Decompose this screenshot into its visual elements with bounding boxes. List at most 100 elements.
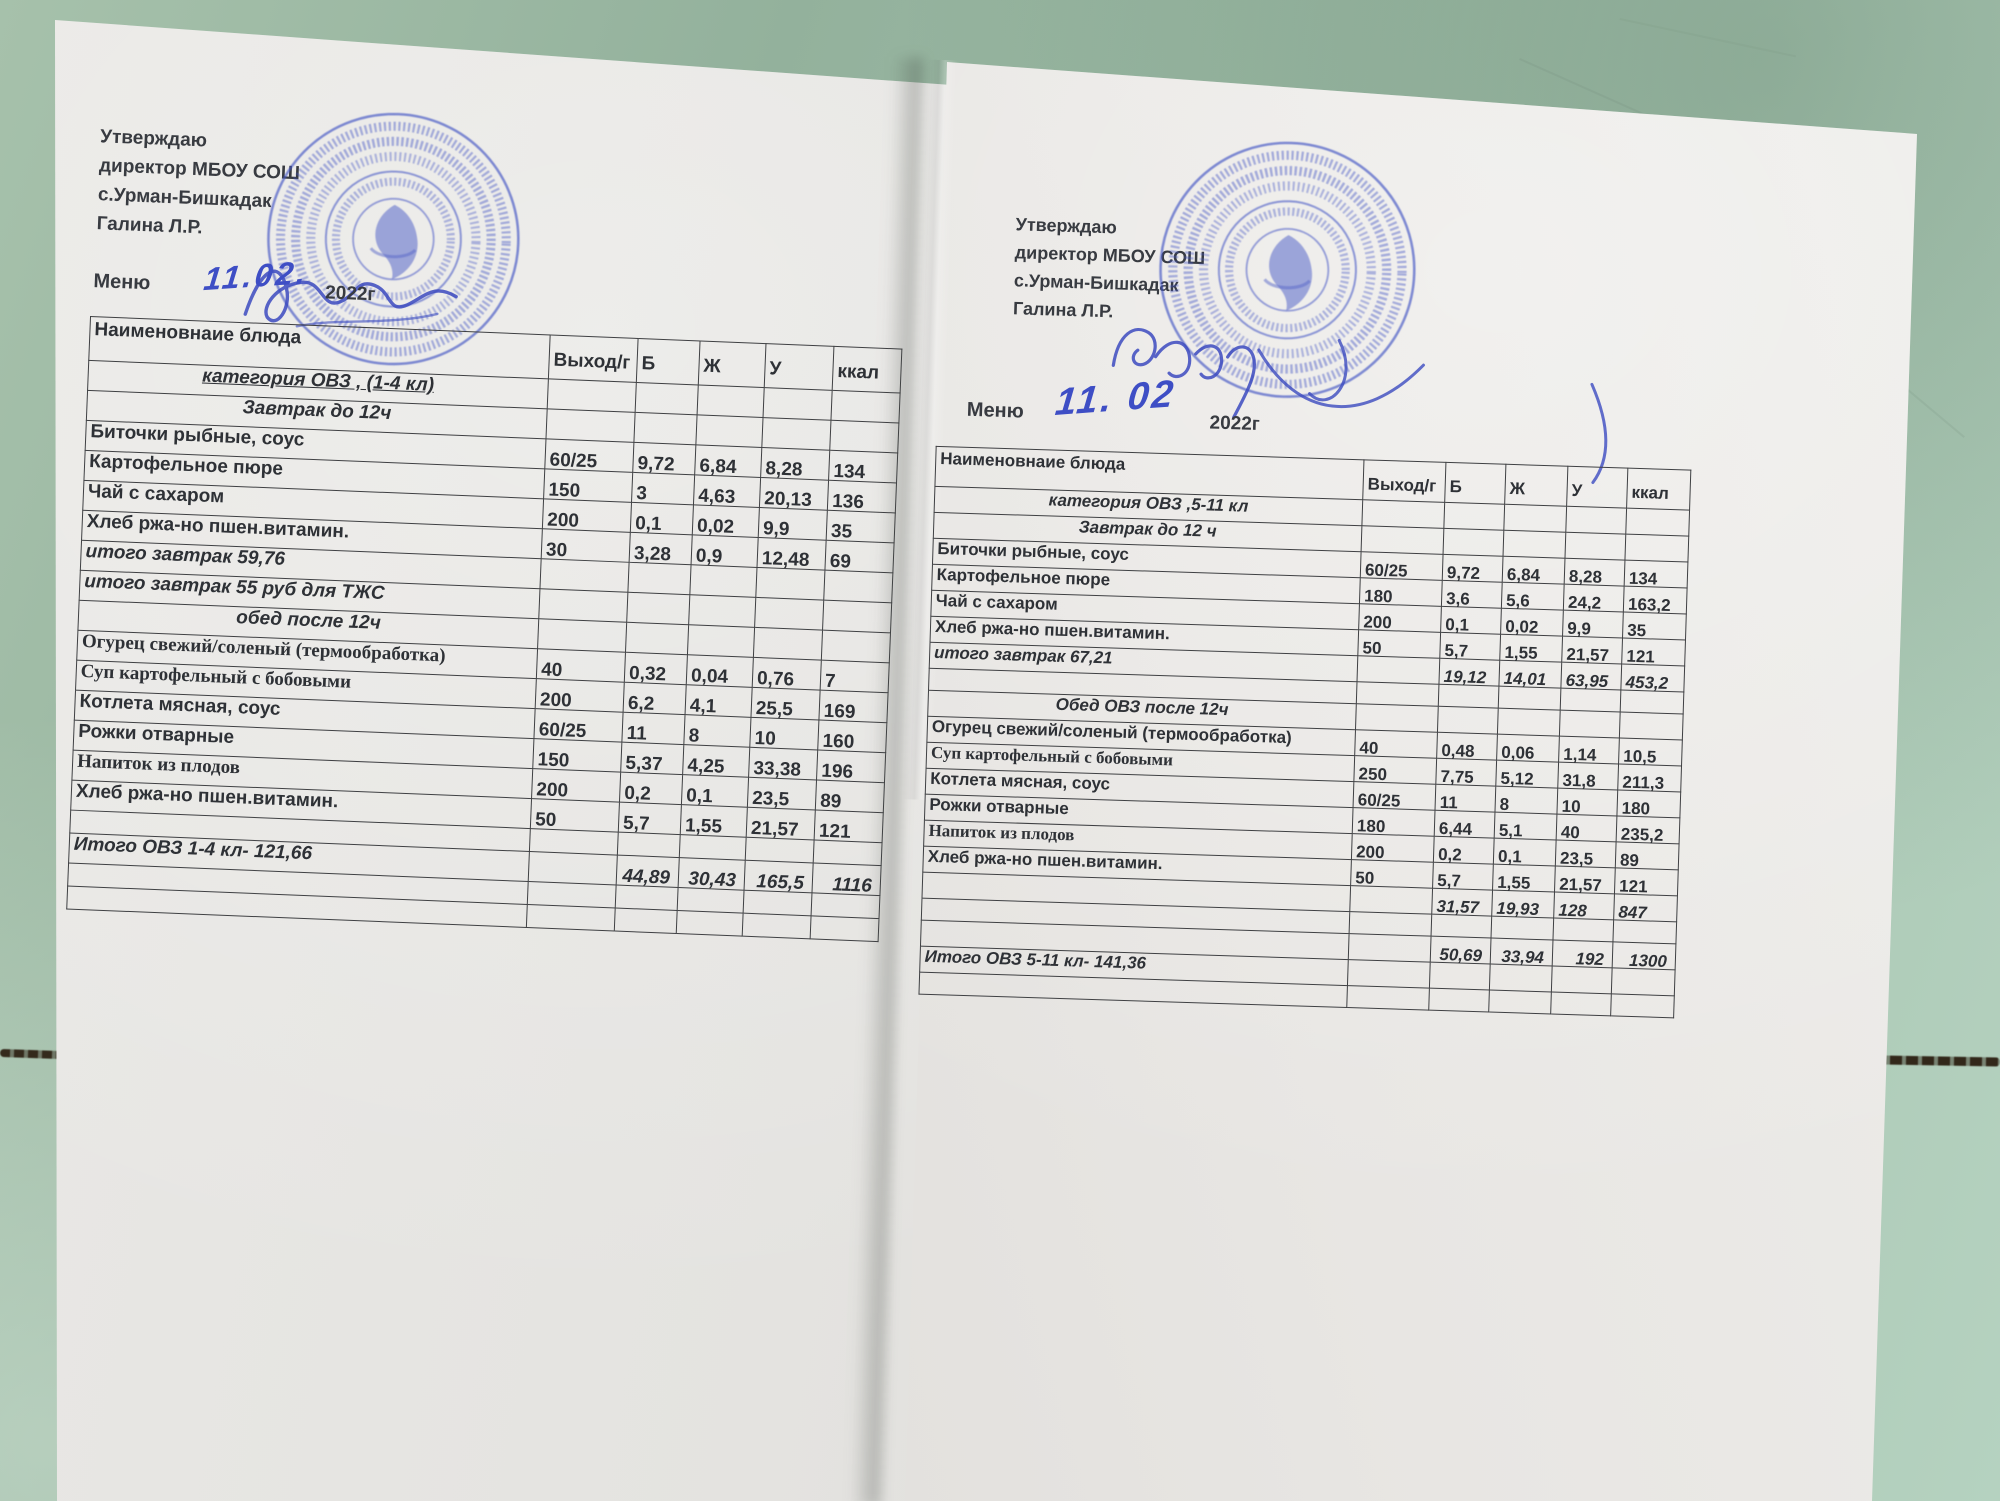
- table-cell: 847: [1613, 893, 1678, 922]
- table-cell: [695, 414, 764, 448]
- table-cell: 200: [542, 498, 632, 533]
- table-cell: 4,25: [682, 744, 750, 778]
- table-cell: 121: [1621, 638, 1686, 667]
- table-cell: 453,2: [1620, 664, 1685, 693]
- table-cell: 0,1: [1493, 838, 1557, 866]
- table-cell: [1498, 686, 1561, 711]
- table-cell: [625, 622, 689, 655]
- table-cell: [526, 904, 616, 931]
- column-header: Б: [1444, 462, 1506, 505]
- table-cell: 150: [532, 738, 622, 773]
- table-cell: 1,55: [1492, 864, 1556, 893]
- table-cell: 6,44: [1434, 810, 1495, 839]
- signature-tail: [1590, 382, 1608, 485]
- table-cell: 128: [1553, 892, 1615, 921]
- table-cell: 9,72: [632, 442, 696, 476]
- table-cell: 9,72: [1442, 554, 1504, 583]
- table-cell: [528, 851, 618, 886]
- table-cell: 40: [1354, 729, 1438, 759]
- table-cell: 50,69: [1430, 936, 1492, 965]
- table-cell: [1612, 919, 1677, 944]
- handwritten-date: 11. 02: [1053, 372, 1179, 425]
- table-cell: 40: [1556, 814, 1617, 842]
- table-cell: 180: [1359, 577, 1443, 607]
- table-cell: [1357, 655, 1440, 685]
- table-cell: 0,76: [752, 657, 822, 690]
- table-cell: [1428, 988, 1490, 1013]
- table-cell: 11: [621, 712, 686, 745]
- table-cell: [761, 417, 831, 451]
- document-left: Утверждаю директор МБОУ СОШ с.Урман-Бишк…: [66, 112, 974, 942]
- table-cell: 192: [1552, 939, 1613, 969]
- signature-flourish: [1257, 338, 1425, 409]
- table-cell: 5,37: [620, 742, 684, 775]
- table-cell: 250: [1353, 755, 1437, 785]
- table-cell: [754, 597, 824, 631]
- table-cell: [1503, 530, 1566, 559]
- table-cell: 5,7: [1439, 632, 1501, 661]
- column-header: У: [1566, 466, 1628, 509]
- table-cell: [688, 594, 756, 628]
- table-cell: 0,2: [619, 772, 683, 805]
- table-cell: [1625, 508, 1690, 537]
- year-line: 2022г: [1209, 412, 1260, 436]
- table-cell: 200: [535, 678, 625, 713]
- table-cell: [1565, 506, 1627, 535]
- column-header: У: [764, 343, 834, 391]
- table-cell: [1349, 885, 1433, 915]
- table-cell: [753, 627, 823, 661]
- table-cell: 5,7: [618, 802, 682, 835]
- year-label: 2022г: [1209, 412, 1261, 436]
- table-cell: [1346, 985, 1430, 1011]
- table-cell: 5,12: [1495, 760, 1559, 789]
- table-cell: [538, 588, 628, 623]
- table-cell: 35: [1622, 612, 1687, 640]
- table-cell: 1,55: [1499, 634, 1563, 663]
- table-cell: 19,12: [1438, 658, 1500, 687]
- table-cell: 21,57: [746, 807, 816, 841]
- table-cell: [633, 412, 698, 445]
- table-cell: 89: [1615, 841, 1680, 870]
- table-cell: [697, 384, 765, 418]
- table-cell: 10,5: [1618, 737, 1683, 767]
- table-cell: 60/25: [544, 438, 634, 472]
- table-cell: 10: [749, 717, 819, 751]
- table-cell: [1559, 710, 1621, 738]
- column-header: ккал: [1626, 468, 1691, 511]
- table-cell: 20,13: [759, 477, 829, 511]
- table-cell: 235,2: [1616, 815, 1680, 845]
- menu-title-line: Меню: [966, 399, 1025, 424]
- column-header: Ж: [1504, 464, 1568, 507]
- table-cell: [755, 567, 825, 601]
- table-cell: 31,8: [1557, 762, 1619, 791]
- table-cell: [1560, 688, 1621, 712]
- table-cell: 25,5: [750, 687, 821, 720]
- table-cell: 50: [530, 798, 620, 833]
- table-cell: [1361, 499, 1445, 529]
- table-cell: 0,2: [1433, 836, 1495, 865]
- table-cell: 9,9: [1562, 610, 1624, 639]
- table-cell: 60/25: [1353, 781, 1436, 811]
- table-cell: 8: [683, 714, 751, 748]
- table-cell: [1552, 917, 1614, 942]
- table-cell: 134: [1624, 560, 1688, 589]
- table-cell: 12,48: [756, 537, 827, 571]
- table-cell: 10: [1556, 788, 1618, 816]
- official-stamp: [1159, 141, 1416, 398]
- table-cell: 44,89: [616, 855, 680, 889]
- table-cell: 21,57: [1554, 866, 1616, 895]
- table-cell: 50: [1350, 859, 1434, 889]
- table-cell: [547, 378, 637, 413]
- table-cell: 5,1: [1494, 812, 1557, 840]
- table-cell: 0,1: [1440, 606, 1502, 635]
- table-cell: [635, 382, 699, 415]
- table-cell: [614, 908, 678, 934]
- table-cell: 200: [1358, 603, 1442, 633]
- table-cell: [1564, 532, 1626, 561]
- table-cell: [1438, 684, 1499, 709]
